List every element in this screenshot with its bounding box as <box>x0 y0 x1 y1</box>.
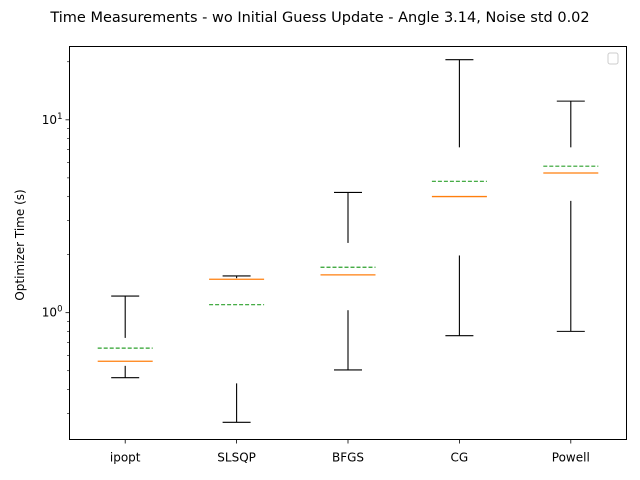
box-powell <box>543 100 599 332</box>
legend-box <box>607 52 619 65</box>
x-tick-label: BFGS <box>332 451 364 465</box>
y-tick-label: 101 <box>42 112 63 127</box>
x-tick-label: Powell <box>552 451 590 465</box>
x-tick-label: SLSQP <box>217 451 256 465</box>
chart-title: Time Measurements - wo Initial Guess Upd… <box>49 10 589 26</box>
box-cg <box>431 59 487 337</box>
x-tick-label: CG <box>451 451 469 465</box>
box-slsqp <box>209 275 265 423</box>
plot-area: 100 101 ipopt SLSQP BFGS CG Powell <box>42 59 599 465</box>
x-tick-label: ipopt <box>110 451 141 465</box>
plot-frame <box>69 46 627 440</box>
y-tick-label: 100 <box>42 305 63 320</box>
box-ipopt <box>97 295 153 379</box>
y-axis-label: Optimizer Time (s) <box>13 189 27 300</box>
box-bfgs <box>320 191 376 371</box>
